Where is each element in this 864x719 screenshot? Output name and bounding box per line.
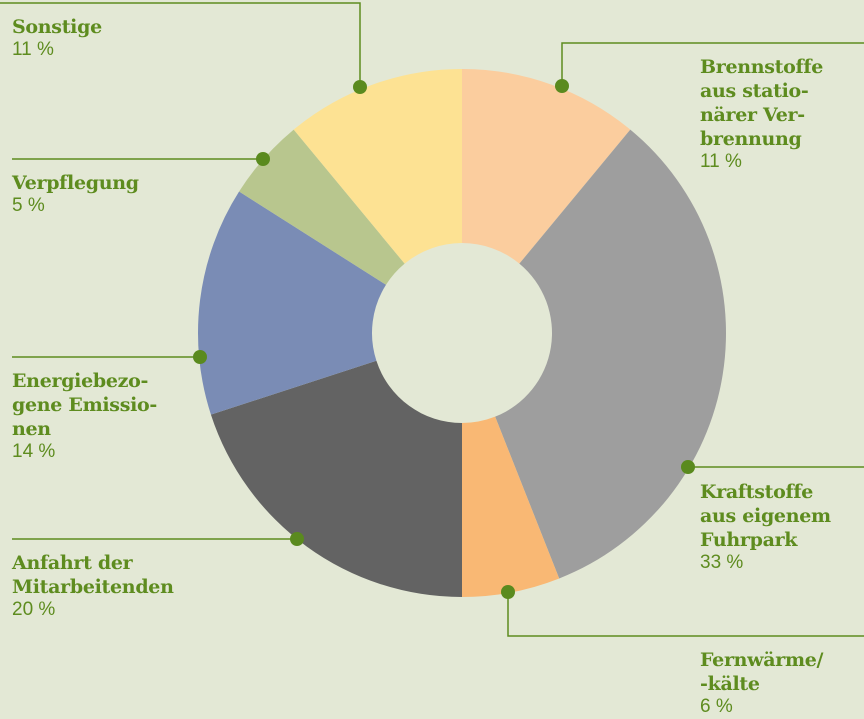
value-label: 14 % — [12, 441, 56, 462]
donut-slice — [462, 416, 560, 597]
value-label: 11 % — [700, 151, 742, 172]
donut-slice — [239, 129, 405, 285]
leader-line — [507, 592, 864, 637]
leader-dot — [193, 350, 207, 364]
donut-slice — [293, 69, 462, 264]
leader-dot — [681, 460, 695, 474]
category-label: Sonstige — [12, 16, 102, 38]
value-label: 20 % — [12, 599, 56, 620]
category-label: Fernwärme/ -kälte — [700, 649, 824, 695]
leader-dot — [555, 79, 569, 93]
leader-dot — [501, 585, 515, 599]
category-label: Verpflegung — [12, 172, 139, 194]
donut-slice — [198, 191, 387, 415]
leader-line — [561, 42, 864, 86]
leader-dot — [256, 152, 270, 166]
value-label: 6 % — [700, 696, 733, 717]
category-label: Anfahrt der Mitarbeitenden — [12, 552, 174, 598]
label: Fernwärme/ -kälte 6 % — [700, 648, 823, 718]
category-label: Brennstoffe aus statio- närer Ver- brenn… — [700, 56, 824, 150]
category-label: Energiebezo- gene Emissio- nen — [12, 370, 157, 440]
value-label: 5 % — [12, 195, 45, 216]
value-label: 33 % — [700, 552, 744, 573]
leader-line — [0, 2, 361, 87]
category-label: Kraftstoffe aus eigenem Fuhrpark — [700, 481, 831, 551]
donut-slice — [210, 360, 462, 597]
donut-slice — [462, 69, 631, 264]
leader-dot — [353, 80, 367, 94]
label: Brennstoffe aus statio- närer Ver- brenn… — [700, 55, 823, 173]
label: Energiebezo- gene Emissio- nen 14 % — [12, 369, 157, 463]
label: Sonstige 11 % — [12, 15, 102, 61]
value-label: 11 % — [12, 39, 54, 60]
label: Anfahrt der Mitarbeitenden 20 % — [12, 551, 174, 621]
label: Kraftstoffe aus eigenem Fuhrpark 33 % — [700, 480, 831, 574]
leader-dot — [290, 532, 304, 546]
label: Verpflegung 5 % — [12, 171, 139, 217]
donut-slice — [495, 129, 726, 579]
